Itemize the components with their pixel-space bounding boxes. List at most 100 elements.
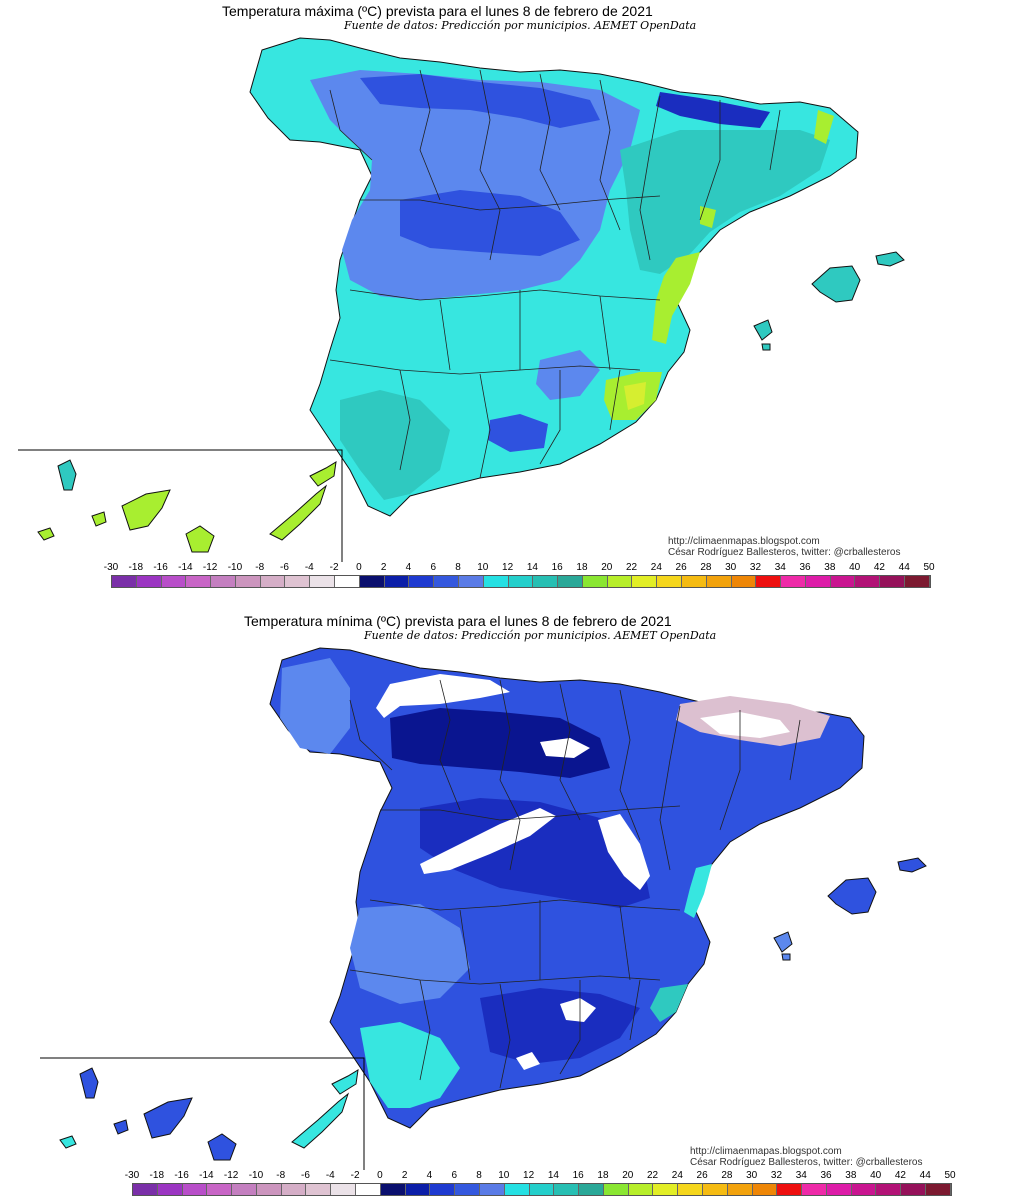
island-formentera — [781, 953, 791, 961]
legend-swatch — [211, 576, 236, 587]
island-menorca — [875, 251, 905, 267]
legend-swatch — [359, 576, 385, 587]
legend-swatch — [880, 576, 905, 587]
legend-tick-label: -18 — [128, 562, 144, 573]
legend-tick-label: 30 — [725, 562, 737, 573]
legend-tick-label: -8 — [276, 1170, 286, 1181]
legend-swatch — [207, 1184, 233, 1195]
legend-color-bar — [132, 1183, 952, 1196]
island-mallorca — [827, 877, 877, 915]
legend-tick-label: 6 — [451, 1170, 458, 1181]
legend-tick-label: -6 — [280, 562, 289, 573]
legend-tick-label: -18 — [149, 1170, 165, 1181]
min-temperature-map — [40, 647, 927, 1170]
island-formentera — [761, 343, 771, 351]
legend-tick-label: 20 — [622, 1170, 634, 1181]
region-yellow-murcia — [624, 382, 646, 410]
legend-swatch — [384, 576, 410, 587]
legend-swatch — [112, 576, 137, 587]
legend-swatch — [508, 576, 534, 587]
legend-swatch — [628, 1184, 654, 1195]
legend-swatch — [731, 576, 757, 587]
legend-tick-label: -30 — [124, 1170, 140, 1181]
legend-tick-label: 14 — [547, 1170, 559, 1181]
legend-tick-label: 38 — [845, 1170, 857, 1181]
legend-swatch — [681, 576, 707, 587]
legend-tick-label: 32 — [770, 1170, 783, 1181]
island-lanzarote — [331, 1069, 359, 1095]
legend-swatch — [455, 1184, 480, 1195]
legend-swatch — [607, 576, 633, 587]
region-teal-southwest — [340, 390, 450, 500]
region-white-cantabrian — [376, 674, 510, 718]
legend-swatch — [133, 1184, 158, 1195]
island-menorca — [897, 857, 927, 873]
legend-tick-label: 50 — [944, 1170, 956, 1181]
credit-url[interactable]: http://climaenmapas.blogspot.com — [690, 1146, 842, 1157]
legend-swatch — [405, 1184, 431, 1195]
province-borders — [329, 69, 781, 479]
legend-swatch — [256, 1184, 282, 1195]
legend-swatch — [430, 1184, 456, 1195]
legend-tick-label: -6 — [301, 1170, 310, 1181]
legend-tick-label: 4 — [426, 1170, 433, 1181]
island-la-palma — [57, 459, 77, 491]
legend-swatch — [529, 1184, 555, 1195]
island-mallorca — [811, 265, 861, 303]
legend-swatch — [409, 576, 435, 587]
legend-tick-label: 18 — [597, 1170, 609, 1181]
island-tenerife — [121, 489, 171, 531]
legend-swatch — [579, 1184, 604, 1195]
island-gran-canaria — [185, 525, 215, 553]
legend-tick-label: 2 — [380, 562, 387, 573]
legend-tick-label: 22 — [646, 1170, 659, 1181]
legend-swatch — [260, 576, 286, 587]
legend-tick-label: 26 — [696, 1170, 708, 1181]
legend-tick-label: 24 — [650, 562, 662, 573]
legend-swatch — [781, 576, 806, 587]
legend-swatch — [285, 576, 311, 587]
legend-swatch — [558, 576, 583, 587]
legend-tick-label: 18 — [576, 562, 588, 573]
legend-swatch — [657, 576, 682, 587]
region-green-catalonia — [814, 110, 834, 144]
region-light-blue-southwest — [350, 904, 470, 1004]
legend-swatch — [310, 576, 336, 587]
map-title: Temperatura máxima (ºC) prevista para el… — [222, 3, 653, 19]
legend-tick-label: 42 — [894, 1170, 906, 1181]
legend-tick-label: 34 — [774, 562, 786, 573]
legend-swatch — [603, 1184, 629, 1195]
region-white-south-2 — [516, 1052, 540, 1070]
legend-tick-label: 36 — [820, 1170, 832, 1181]
region-white-pyrenees — [700, 712, 790, 738]
legend-tick-label: 32 — [749, 562, 762, 573]
legend-tick-label: 38 — [824, 562, 836, 573]
island-la-gomera — [91, 511, 107, 527]
region-white-sierra-nevada — [560, 998, 596, 1022]
legend-tick-label: -16 — [174, 1170, 189, 1181]
legend-tick-label: 40 — [849, 562, 861, 573]
region-navy-central — [420, 798, 650, 908]
legend-tick-label: 44 — [898, 562, 910, 573]
region-navy-pyrenees — [656, 92, 770, 128]
legend-swatch — [830, 576, 856, 587]
region-navy-south — [480, 988, 640, 1064]
region-dark-south — [488, 414, 548, 452]
region-white-sistema-central — [420, 808, 556, 874]
legend-tick-label: 42 — [873, 562, 885, 573]
credit-url[interactable]: http://climaenmapas.blogspot.com — [668, 536, 820, 547]
legend-tick-label: -10 — [227, 562, 243, 573]
legend-tick-label: -14 — [199, 1170, 214, 1181]
legend-tick-label: 50 — [923, 562, 935, 573]
legend-tick-label: -30 — [103, 562, 119, 573]
island-gran-canaria — [207, 1133, 237, 1161]
legend-swatch — [876, 1184, 902, 1195]
legend-swatch — [306, 1184, 332, 1195]
legend-tick-label: 0 — [377, 1170, 383, 1181]
legend-tick-label: 6 — [430, 562, 437, 573]
legend-tick-label: -2 — [350, 1170, 360, 1181]
min-temperature-map-panel: Temperatura mínima (ºC) prevista para el… — [0, 608, 1024, 1198]
legend-tick-label: 28 — [700, 562, 712, 573]
island-el-hierro — [59, 1135, 77, 1149]
credit-author: César Rodríguez Ballesteros, twitter: @c… — [690, 1157, 923, 1168]
